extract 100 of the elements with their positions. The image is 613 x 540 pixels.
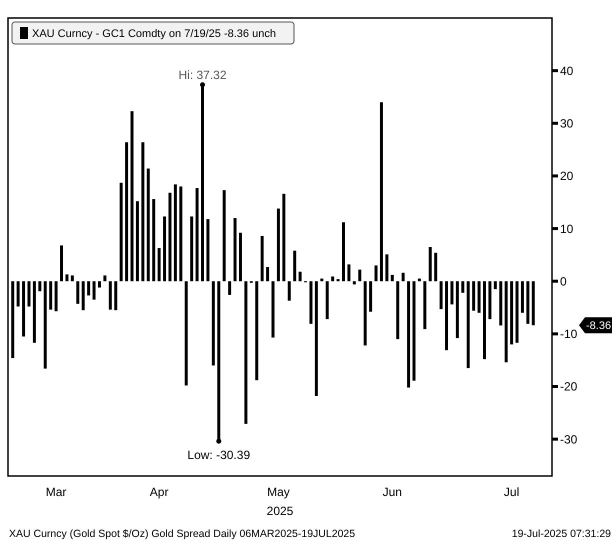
bar <box>314 281 318 396</box>
bar <box>244 281 248 424</box>
bar <box>510 281 514 344</box>
bar <box>60 245 64 282</box>
text: -8.36 <box>586 320 612 332</box>
bar <box>358 270 362 282</box>
bar <box>478 281 481 313</box>
bar <box>141 142 144 282</box>
bar <box>380 102 383 282</box>
bar <box>174 184 177 282</box>
bar <box>228 281 232 295</box>
bar <box>320 278 324 282</box>
bar <box>450 281 454 304</box>
bar <box>342 222 345 282</box>
bar <box>16 281 20 306</box>
bar <box>461 281 464 293</box>
bar <box>222 190 226 282</box>
y-tick-label: -30 <box>560 432 578 446</box>
bar <box>423 281 426 330</box>
bar <box>32 281 36 343</box>
bar <box>76 281 80 304</box>
bar <box>163 216 166 282</box>
x-tick-label: May <box>267 485 290 499</box>
bar <box>92 281 96 300</box>
bar <box>412 281 416 381</box>
bar <box>276 208 280 282</box>
bar <box>70 275 74 282</box>
bar <box>326 281 329 320</box>
bar <box>472 281 476 311</box>
x-tick-label: Jul <box>504 485 520 499</box>
bar <box>288 281 291 301</box>
x-tick-label: Mar <box>46 485 66 499</box>
bar <box>65 274 68 282</box>
bar <box>407 281 410 388</box>
bar <box>434 252 438 282</box>
y-tick-label: 30 <box>560 116 574 130</box>
bar <box>54 281 58 312</box>
bar <box>298 272 302 282</box>
bar <box>158 248 161 282</box>
bar <box>212 281 215 366</box>
bar <box>38 281 42 292</box>
text: XAU Curncy (Gold Spot $/Oz) Gold Spread Daily 06MAR2025-19JUL2025 <box>9 528 356 540</box>
bar <box>260 236 264 282</box>
bar <box>22 281 26 336</box>
bar <box>445 281 448 350</box>
bar <box>364 281 367 346</box>
bar <box>418 278 421 282</box>
bar <box>466 281 470 368</box>
bar <box>374 265 378 282</box>
bar <box>196 188 199 282</box>
bar <box>27 281 30 306</box>
bar <box>238 232 242 282</box>
bar <box>82 281 85 310</box>
bar <box>266 267 270 282</box>
bar <box>309 281 312 324</box>
bar <box>49 281 52 310</box>
annotation: Hi: 37.32 <box>178 68 227 82</box>
bar <box>504 281 508 362</box>
bar <box>390 274 394 282</box>
bar <box>146 168 150 282</box>
bar <box>396 281 400 340</box>
text: 19-Jul-2025 07:31:29 <box>512 528 612 540</box>
bar <box>11 281 14 358</box>
bar <box>293 250 296 282</box>
bar <box>255 281 258 380</box>
bar <box>168 192 172 282</box>
legend-label: XAU Curncy - GC1 Comdty on 7/19/25 -8.36 unch <box>32 28 276 40</box>
bar <box>87 281 90 296</box>
bar <box>532 281 535 326</box>
y-tick-label: 20 <box>560 169 574 184</box>
bar <box>136 201 139 282</box>
bar <box>385 254 388 282</box>
y-tick-label: 0 <box>560 274 567 288</box>
bar <box>520 281 524 313</box>
y-tick-label: -10 <box>560 327 578 342</box>
bar <box>120 182 123 282</box>
bar <box>98 281 101 288</box>
bar <box>184 281 188 386</box>
bar <box>272 281 274 338</box>
bar <box>108 281 112 310</box>
x-tick-label: Jun <box>382 485 402 499</box>
annotation: Low: -30.39 <box>187 448 250 462</box>
bar <box>206 219 210 282</box>
bar <box>125 142 128 282</box>
bar <box>234 218 237 282</box>
x-axis-title: 2025 <box>266 504 294 518</box>
bar <box>402 272 405 282</box>
bar <box>456 281 459 338</box>
y-tick-label: 40 <box>560 64 574 78</box>
y-tick-label: 10 <box>560 222 574 236</box>
bar <box>179 186 182 282</box>
x-tick-label: Apr <box>150 485 168 499</box>
bar <box>482 281 486 360</box>
bar <box>190 216 194 282</box>
bar <box>526 281 530 324</box>
bar <box>369 281 372 312</box>
bar <box>152 199 156 282</box>
bar <box>130 111 134 282</box>
bar <box>488 281 492 320</box>
bar <box>516 281 519 343</box>
